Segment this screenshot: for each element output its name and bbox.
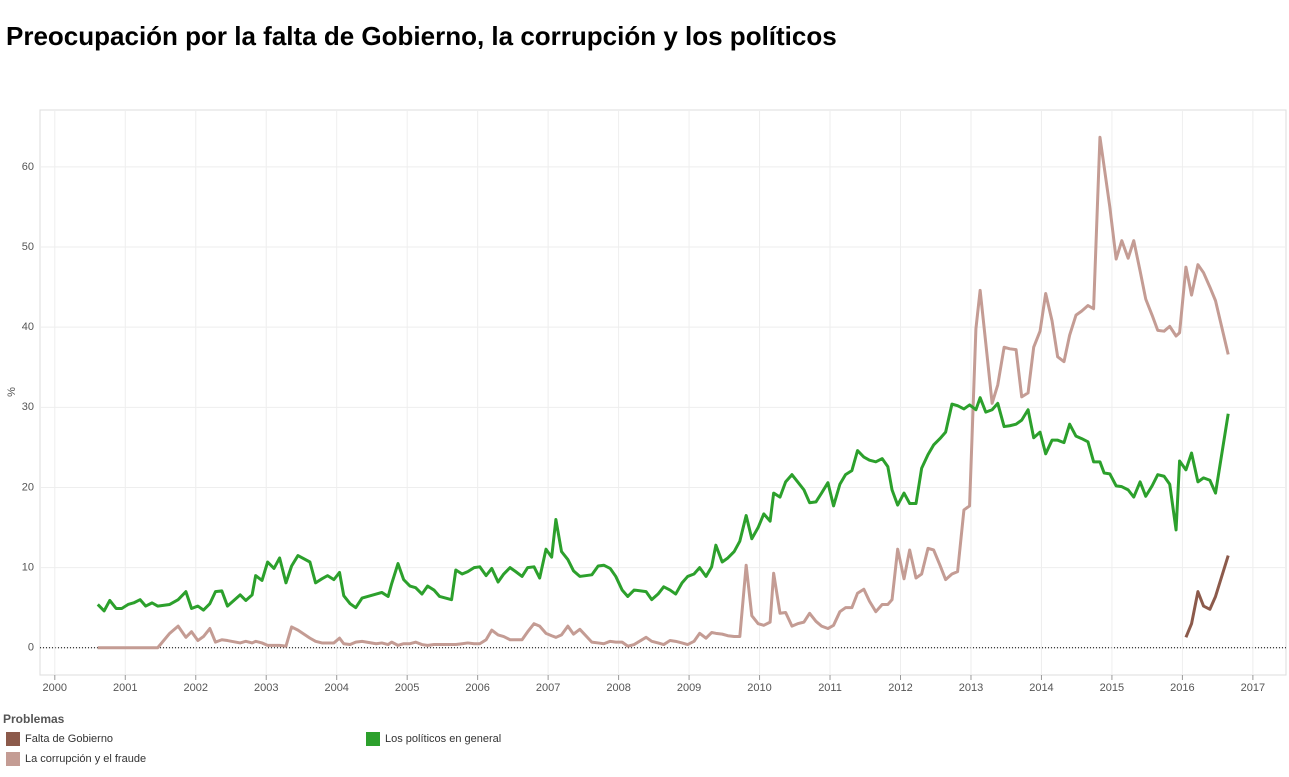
y-tick-label: 0 — [28, 642, 34, 654]
x-tick-label: 2007 — [536, 682, 560, 694]
x-tick-label: 2010 — [747, 682, 771, 694]
line-series — [1184, 555, 1230, 638]
plot-frame — [39, 109, 1287, 676]
legend-label: Falta de Gobierno — [25, 733, 113, 745]
legend-swatch — [366, 732, 380, 746]
legend-swatch — [6, 752, 20, 766]
x-tick-label: 2012 — [888, 682, 912, 694]
line-series — [96, 396, 1230, 613]
x-tick-label: 2001 — [113, 682, 137, 694]
x-tick-label: 2016 — [1170, 682, 1194, 694]
x-tick-label: 2011 — [818, 682, 842, 694]
y-tick-label: 50 — [22, 241, 34, 253]
x-tick-label: 2006 — [465, 682, 489, 694]
chart-title: Preocupación por la falta de Gobierno, l… — [6, 21, 837, 51]
x-tick-label: 2008 — [606, 682, 630, 694]
legend-label: Los políticos en general — [385, 733, 501, 745]
y-tick-label: 60 — [22, 161, 34, 173]
y-tick-label: 10 — [22, 562, 34, 574]
y-tick-label: 40 — [22, 321, 34, 333]
x-tick-label: 2003 — [254, 682, 278, 694]
x-tick-label: 2004 — [324, 682, 348, 694]
x-tick-label: 2002 — [184, 682, 208, 694]
legend-title: Problemas — [3, 712, 65, 726]
legend-swatch — [6, 732, 20, 746]
legend-label: La corrupción y el fraude — [25, 753, 146, 765]
y-tick-label: 30 — [22, 401, 34, 413]
line-series — [97, 135, 1230, 650]
x-tick-label: 2013 — [959, 682, 983, 694]
x-tick-label: 2017 — [1241, 682, 1265, 694]
y-axis-label: % — [6, 387, 18, 397]
x-tick-label: 2000 — [43, 682, 67, 694]
y-tick-label: 20 — [22, 481, 34, 493]
x-tick-label: 2009 — [677, 682, 701, 694]
x-tick-label: 2015 — [1100, 682, 1124, 694]
x-tick-label: 2014 — [1029, 682, 1053, 694]
x-tick-label: 2005 — [395, 682, 419, 694]
